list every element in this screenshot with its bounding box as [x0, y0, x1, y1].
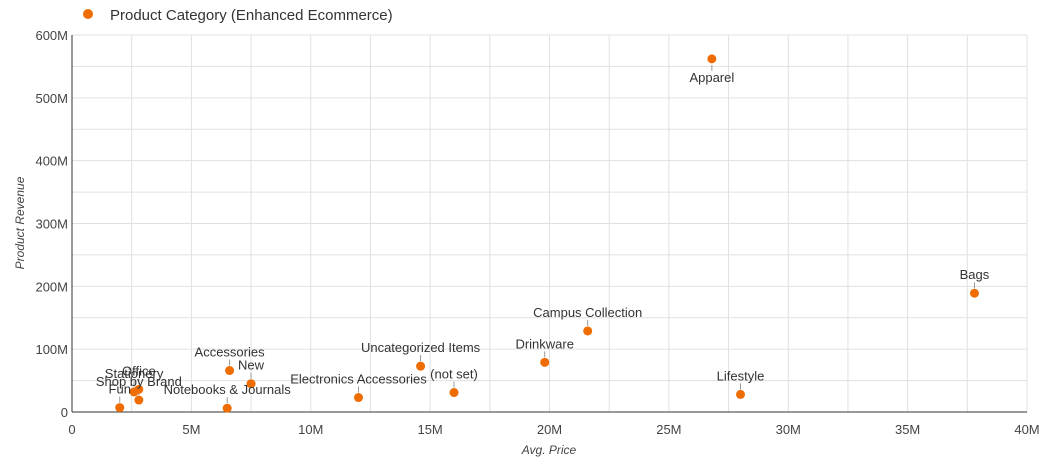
x-tick-label: 30M: [776, 422, 801, 437]
legend-marker: [83, 9, 93, 19]
data-point[interactable]: [222, 403, 232, 413]
point-label: Fun: [109, 382, 131, 397]
axes: [71, 35, 1027, 413]
data-point[interactable]: [115, 403, 125, 413]
data-points: [115, 54, 979, 413]
point-label: Accessories: [195, 345, 266, 360]
y-tick-label: 100M: [35, 342, 68, 357]
point-label: Notebooks & Journals: [164, 382, 292, 397]
x-tick-label: 20M: [537, 422, 562, 437]
data-point[interactable]: [707, 54, 717, 64]
point-label: (not set): [430, 367, 478, 382]
x-tick-label: 5M: [182, 422, 200, 437]
data-point[interactable]: [583, 326, 593, 336]
point-label: Uncategorized Items: [361, 340, 481, 355]
data-point[interactable]: [129, 387, 139, 397]
y-tick-label: 300M: [35, 217, 68, 232]
point-label: Drinkware: [515, 336, 574, 351]
point-label: Electronics Accessories: [290, 372, 427, 387]
x-tick-label: 40M: [1014, 422, 1039, 437]
x-tick-label: 10M: [298, 422, 323, 437]
x-tick-label: 15M: [417, 422, 442, 437]
data-point[interactable]: [540, 357, 550, 367]
x-tick-label: 25M: [656, 422, 681, 437]
x-tick-label: 0: [68, 422, 75, 437]
y-tick-label: 600M: [35, 28, 68, 43]
data-point[interactable]: [449, 388, 459, 398]
point-label: Bags: [960, 267, 990, 282]
point-label: Stationery: [105, 366, 164, 381]
point-label: Campus Collection: [533, 305, 642, 320]
data-point[interactable]: [969, 288, 979, 298]
data-point[interactable]: [246, 379, 256, 389]
point-label: Lifestyle: [717, 368, 765, 383]
point-label: Office: [122, 363, 156, 378]
data-point[interactable]: [134, 395, 144, 405]
x-tick-labels: 0 5M 10M 15M 20M 25M 30M 35M 40M: [68, 422, 1039, 437]
data-labels: Apparel Bags Campus Collection Drinkware Unc…: [96, 70, 990, 397]
point-label: New: [238, 358, 265, 373]
data-point[interactable]: [354, 393, 363, 403]
point-label: Shop by Brand: [96, 374, 182, 389]
y-tick-label: 200M: [35, 279, 68, 294]
data-point[interactable]: [416, 361, 426, 371]
x-tick-label: 35M: [895, 422, 920, 437]
y-tick-label: 0: [61, 405, 68, 420]
y-tick-label: 500M: [35, 91, 68, 106]
y-tick-labels: 0 100M 200M 300M 400M 500M 600M: [35, 28, 68, 420]
y-axis-title: Product Revenue: [13, 176, 27, 269]
legend[interactable]: Product Category (Enhanced Ecommerce): [83, 7, 393, 24]
y-tick-label: 400M: [35, 154, 68, 169]
point-label: Apparel: [689, 70, 734, 85]
legend-label: Product Category (Enhanced Ecommerce): [110, 7, 393, 24]
x-axis-title: Avg. Price: [521, 443, 577, 457]
data-point[interactable]: [225, 366, 235, 376]
data-point[interactable]: [736, 389, 745, 399]
